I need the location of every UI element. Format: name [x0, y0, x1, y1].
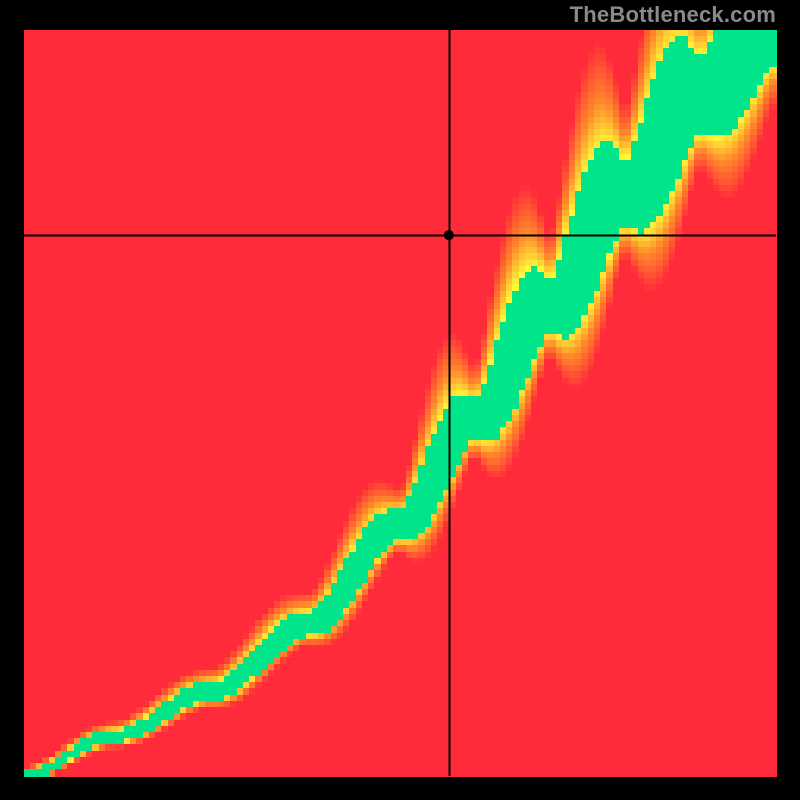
bottleneck-heatmap: [0, 0, 800, 800]
chart-container: TheBottleneck.com: [0, 0, 800, 800]
watermark-text: TheBottleneck.com: [570, 2, 776, 28]
